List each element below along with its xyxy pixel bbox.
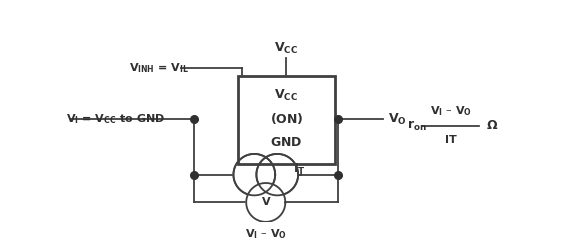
Polygon shape (256, 154, 298, 195)
Text: $\mathbf{V_I}$ – $\mathbf{V_O}$: $\mathbf{V_I}$ – $\mathbf{V_O}$ (245, 228, 287, 242)
Text: $\mathbf{V_{CC}}$: $\mathbf{V_{CC}}$ (274, 88, 298, 103)
Text: $\mathbf{V_{INH}}$ = $\mathbf{V_{IL}}$: $\mathbf{V_{INH}}$ = $\mathbf{V_{IL}}$ (129, 61, 189, 75)
Text: $\mathbf{V_{CC}}$: $\mathbf{V_{CC}}$ (274, 41, 298, 56)
Polygon shape (246, 183, 286, 222)
Polygon shape (233, 154, 275, 195)
Text: Ω: Ω (486, 119, 497, 132)
Text: $\mathbf{r_{on}}$: $\mathbf{r_{on}}$ (407, 119, 427, 133)
Text: $\mathbf{V_I}$ = $\mathbf{V_{CC}}$ to GND: $\mathbf{V_I}$ = $\mathbf{V_{CC}}$ to GN… (66, 112, 165, 126)
Text: $\mathbf{V_O}$: $\mathbf{V_O}$ (388, 112, 406, 126)
FancyBboxPatch shape (237, 76, 335, 164)
Text: $\mathbf{(ON)}$: $\mathbf{(ON)}$ (270, 111, 303, 126)
Text: $\mathbf{GND}$: $\mathbf{GND}$ (270, 135, 302, 149)
Text: $\mathbf{I_T}$: $\mathbf{I_T}$ (293, 162, 306, 177)
Text: $\mathbf{IT}$: $\mathbf{IT}$ (444, 133, 457, 145)
Text: V: V (261, 197, 270, 207)
Text: $\mathbf{V_I}$ – $\mathbf{V_O}$: $\mathbf{V_I}$ – $\mathbf{V_O}$ (430, 105, 472, 118)
